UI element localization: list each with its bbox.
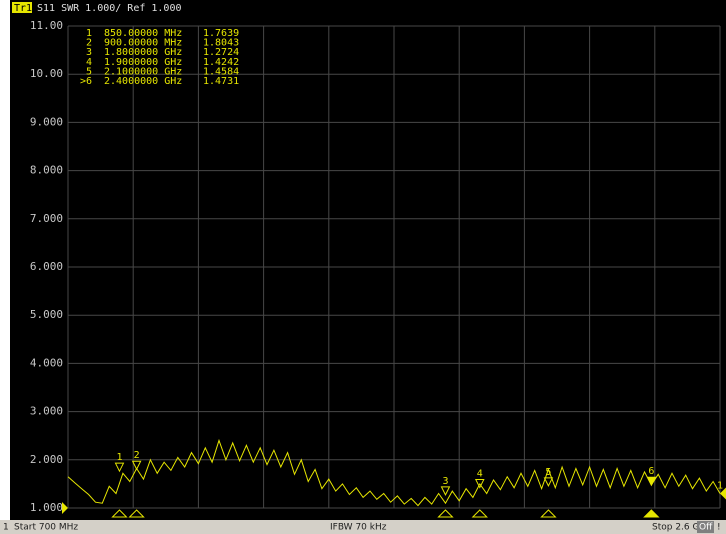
trace-tag: Tr1 [14, 3, 32, 14]
marker-stimulus: 2.4000000 GHz [104, 76, 182, 87]
marker-triangle [131, 460, 142, 471]
marker-label: 5 [545, 467, 551, 478]
marker-stimulus: 1.8000000 GHz [104, 47, 182, 58]
y-tick-label: 6.000 [30, 260, 63, 273]
y-tick-label: 7.000 [30, 212, 63, 225]
marker-stimulus: 2.1000000 GHz [104, 66, 182, 77]
marker-row-label: >6 [80, 76, 92, 87]
y-tick-label: 4.000 [30, 356, 63, 369]
marker-row-label: 2 [86, 38, 92, 49]
correction-box [697, 521, 714, 533]
marker-triangle [543, 477, 554, 488]
marker-value: 1.2724 [203, 47, 239, 58]
marker-value: 1.8043 [203, 38, 239, 49]
marker-flag [437, 509, 454, 518]
marker-label: 3 [442, 476, 448, 487]
y-tick-label: 10.00 [30, 67, 63, 80]
marker-triangle [646, 476, 657, 487]
marker-flag [128, 509, 145, 518]
y-tick-label: 3.000 [30, 405, 63, 418]
marker-value: 1.4731 [203, 76, 239, 87]
marker-triangle [474, 479, 485, 489]
start-frequency: Start 700 MHz [14, 523, 78, 533]
marker-label: 1 [116, 452, 122, 463]
trace-tag-background [12, 2, 32, 13]
marker-row-label: 3 [86, 47, 92, 58]
ifbw: IFBW 70 kHz [330, 523, 387, 533]
y-tick-label: 1.000 [30, 501, 63, 514]
reference-arrow [62, 502, 68, 514]
correction-status: Off [699, 523, 713, 533]
marker-flag [540, 509, 557, 518]
marker-row-label: 1 [86, 28, 92, 39]
y-tick-label: 5.000 [30, 308, 63, 321]
marker-row-label: 4 [86, 57, 92, 68]
marker-triangle [114, 462, 125, 473]
channel-number: 1 [3, 523, 9, 533]
trace-header: S11 SWR 1.000/ Ref 1.000 [37, 3, 182, 14]
marker-stimulus: 900.00000 MHz [104, 38, 182, 49]
marker-row-label: 5 [86, 66, 92, 77]
marker-label: 6 [648, 466, 654, 477]
marker-value: 1.4242 [203, 57, 239, 68]
marker-stimulus: 1.9000000 GHz [104, 57, 182, 68]
trace-end-arrow [720, 487, 726, 500]
y-tick-label: 11.00 [30, 19, 63, 32]
status-bar [0, 520, 726, 534]
y-tick-label: 2.000 [30, 453, 63, 466]
screen-background [10, 0, 726, 520]
marker-flag [471, 509, 488, 518]
marker-value: 1.7639 [203, 28, 239, 39]
warning-indicator: ! [717, 523, 721, 533]
marker-label: 2 [134, 450, 140, 461]
trace-end-label: 1 [717, 481, 723, 492]
marker-label: 4 [477, 469, 483, 480]
y-tick-label: 8.000 [30, 164, 63, 177]
marker-value: 1.4584 [203, 66, 239, 77]
marker-triangle [440, 486, 451, 496]
y-tick-label: 9.000 [30, 115, 63, 128]
marker-stimulus: 850.00000 MHz [104, 28, 182, 39]
stop-frequency: Stop 2.6 GHz [652, 523, 711, 533]
marker-flag [643, 509, 660, 518]
marker-flag [111, 509, 128, 518]
trace-line [67, 438, 721, 507]
